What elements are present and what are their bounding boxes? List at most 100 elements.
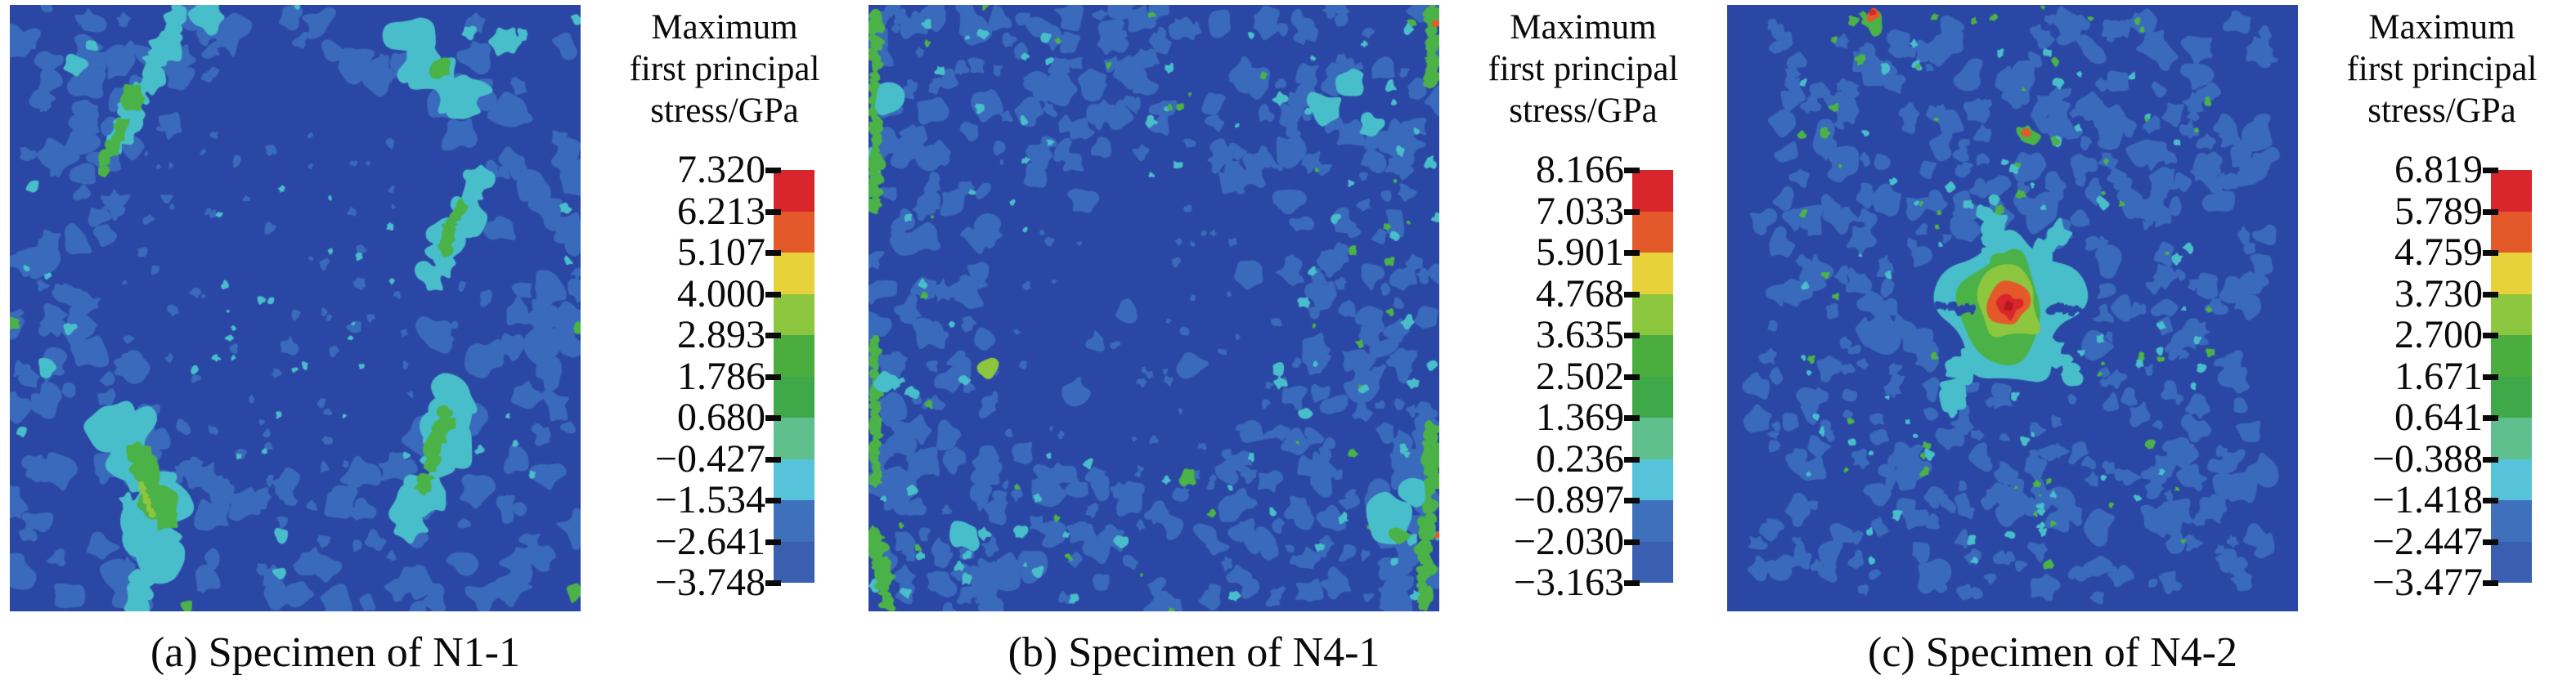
colorbar-tick-mark xyxy=(2483,498,2498,503)
colorbar-title-line: stress/GPa xyxy=(2367,92,2516,130)
colorbar-band xyxy=(774,459,815,500)
colorbar-tick-mark xyxy=(765,415,781,421)
colorbar-title-a: Maximum first principal stress/GPa xyxy=(597,7,852,132)
colorbar-a xyxy=(774,170,815,583)
panel-c: Maximum first principal stress/GPa (c) S… xyxy=(1717,0,2576,689)
colorbar-band xyxy=(1632,293,1673,335)
colorbar-tick-mark xyxy=(1624,250,1640,256)
colorbar-tick-label: 3.730 xyxy=(2394,271,2483,315)
colorbar-tick-mark xyxy=(2483,456,2498,463)
colorbar-band xyxy=(1632,418,1673,459)
colorbar-tick-mark xyxy=(1624,291,1640,298)
colorbar-tick-mark xyxy=(765,250,781,256)
colorbar-tick-label: −2.030 xyxy=(1513,519,1624,563)
colorbar-tick-mark xyxy=(1624,333,1640,338)
colorbar-band xyxy=(1632,541,1673,583)
colorbar-tick-mark xyxy=(2483,250,2498,256)
colorbar-tick-label: 7.033 xyxy=(1536,189,1624,233)
colorbar-title-b: Maximum first principal stress/GPa xyxy=(1456,7,1711,132)
colorbar-tick-mark xyxy=(765,208,781,215)
colorbar-band xyxy=(2491,376,2532,418)
colorbar-tick-label: 5.107 xyxy=(677,230,765,274)
colorbar-tick-label: 5.901 xyxy=(1536,230,1624,274)
contour-plot-c xyxy=(1727,5,2298,611)
colorbar-tick-label: 5.789 xyxy=(2394,189,2483,233)
colorbar-title-line: stress/GPa xyxy=(1509,92,1658,130)
panel-a: Maximum first principal stress/GPa (a) S… xyxy=(0,0,859,689)
colorbar-title-line: Maximum xyxy=(651,8,798,47)
colorbar-tick-mark xyxy=(1624,415,1640,421)
colorbar-title-line: first principal xyxy=(629,50,820,88)
colorbar-tick-label: −3.477 xyxy=(2372,561,2483,604)
colorbar-tick-mark xyxy=(765,580,781,586)
colorbar-band xyxy=(774,376,815,418)
colorbar-tick-mark xyxy=(2483,291,2498,298)
caption-b: (b) Specimen of N4-1 xyxy=(1008,629,1380,676)
colorbar-band xyxy=(2491,418,2532,459)
colorbar-band xyxy=(2491,170,2532,212)
panel-b: Maximum first principal stress/GPa (b) S… xyxy=(859,0,1717,689)
colorbar-tick-label: 6.819 xyxy=(2394,148,2483,191)
colorbar-tick-mark xyxy=(1624,580,1640,586)
colorbar-tick-label: 2.893 xyxy=(677,313,765,356)
colorbar-band xyxy=(774,253,815,294)
caption-a: (a) Specimen of N1-1 xyxy=(150,629,520,676)
colorbar-tick-label: −0.427 xyxy=(654,436,765,481)
colorbar-tick-label: 7.320 xyxy=(677,148,765,191)
caption-c: (c) Specimen of N4-2 xyxy=(1868,629,2237,676)
contour-plot-b xyxy=(868,5,1439,611)
colorbar-tick-mark xyxy=(2483,374,2498,380)
colorbar-title-line: Maximum xyxy=(2368,8,2515,47)
colorbar-band xyxy=(1632,459,1673,500)
colorbar-tick-mark xyxy=(1624,539,1640,545)
colorbar-tick-mark xyxy=(1624,168,1640,173)
colorbar-tick-mark xyxy=(765,456,781,463)
colorbar-band xyxy=(774,418,815,459)
colorbar-tick-mark xyxy=(765,498,781,503)
colorbar-tick-label: 3.635 xyxy=(1536,313,1624,356)
colorbar-band xyxy=(1632,500,1673,542)
colorbar-tick-label: 1.671 xyxy=(2394,354,2483,398)
colorbar-tick-mark xyxy=(765,374,781,380)
colorbar-tick-label: −3.748 xyxy=(654,561,765,604)
colorbar-tick-label: −1.418 xyxy=(2372,478,2483,521)
colorbar-tick-mark xyxy=(1624,208,1640,215)
colorbar-tick-label: 1.786 xyxy=(677,354,765,398)
colorbar-title-line: first principal xyxy=(2346,50,2538,88)
colorbar-band xyxy=(774,211,815,253)
colorbar-tick-label: −1.534 xyxy=(654,478,765,521)
colorbar-tick-mark xyxy=(1624,374,1640,380)
colorbar-band xyxy=(2491,253,2532,294)
colorbar-tick-label: 4.768 xyxy=(1536,271,1624,315)
colorbar-tick-mark xyxy=(765,539,781,545)
colorbar-tick-mark xyxy=(2483,580,2498,586)
colorbar-band xyxy=(2491,335,2532,377)
colorbar-tick-label: 4.759 xyxy=(2394,230,2483,274)
colorbar-tick-label: −0.897 xyxy=(1513,478,1624,521)
colorbar-tick-mark xyxy=(765,291,781,298)
colorbar-title-line: first principal xyxy=(1488,50,1679,88)
contour-plot-a xyxy=(10,5,581,611)
colorbar-tick-label: 4.000 xyxy=(677,271,765,315)
colorbar-tick-label: −0.388 xyxy=(2372,436,2483,481)
colorbar-tick-mark xyxy=(2483,539,2498,545)
colorbar-band xyxy=(774,541,815,583)
colorbar-tick-mark xyxy=(765,168,781,173)
colorbar-band xyxy=(2491,293,2532,335)
colorbar-title-c: Maximum first principal stress/GPa xyxy=(2314,7,2569,132)
colorbar-tick-mark xyxy=(2483,208,2498,215)
colorbar-band xyxy=(774,293,815,335)
colorbar-band xyxy=(774,500,815,542)
colorbar-tick-mark xyxy=(2483,168,2498,173)
colorbar-band xyxy=(1632,253,1673,294)
colorbar-title-line: stress/GPa xyxy=(650,92,799,130)
colorbar-band xyxy=(1632,211,1673,253)
colorbar-tick-mark xyxy=(2483,415,2498,421)
colorbar-band xyxy=(774,335,815,377)
colorbar-c xyxy=(2491,170,2532,583)
colorbar-band xyxy=(1632,170,1673,212)
colorbar-band xyxy=(774,170,815,212)
colorbar-band xyxy=(1632,376,1673,418)
colorbar-tick-mark xyxy=(1624,498,1640,503)
